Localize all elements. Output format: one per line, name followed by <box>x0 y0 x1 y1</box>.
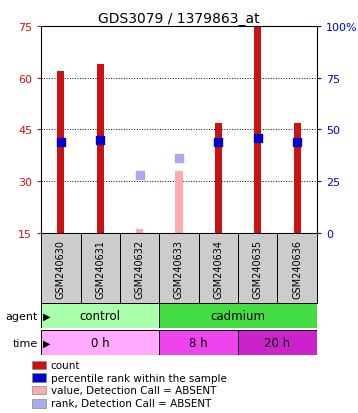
Text: GSM240635: GSM240635 <box>253 239 263 298</box>
Bar <box>159 330 238 355</box>
Text: GSM240632: GSM240632 <box>135 239 145 298</box>
Point <box>58 139 64 146</box>
Point <box>255 135 261 142</box>
Bar <box>97 65 104 233</box>
Point <box>97 137 103 144</box>
Bar <box>175 171 183 233</box>
Text: GSM240631: GSM240631 <box>95 239 105 298</box>
Text: control: control <box>80 309 121 323</box>
Bar <box>120 233 159 304</box>
Bar <box>41 330 159 355</box>
Text: 8 h: 8 h <box>189 336 208 349</box>
Text: count: count <box>50 360 80 370</box>
Bar <box>159 233 199 304</box>
Bar <box>57 71 64 233</box>
Text: 20 h: 20 h <box>265 336 290 349</box>
Text: 0 h: 0 h <box>91 336 110 349</box>
Bar <box>32 399 46 408</box>
Bar <box>294 123 301 233</box>
Text: percentile rank within the sample: percentile rank within the sample <box>50 373 227 382</box>
Text: ▶: ▶ <box>43 311 50 321</box>
Point <box>216 139 221 146</box>
Text: time: time <box>12 338 38 348</box>
Title: GDS3079 / 1379863_at: GDS3079 / 1379863_at <box>98 12 260 26</box>
Bar <box>32 373 46 382</box>
Text: agent: agent <box>5 311 38 321</box>
Text: GSM240633: GSM240633 <box>174 239 184 298</box>
Bar <box>277 233 317 304</box>
Text: value, Detection Call = ABSENT: value, Detection Call = ABSENT <box>50 385 216 395</box>
Bar <box>136 230 143 233</box>
Text: GSM240630: GSM240630 <box>56 239 66 298</box>
Bar <box>215 123 222 233</box>
Text: ▶: ▶ <box>43 338 50 348</box>
Bar <box>32 386 46 394</box>
Bar <box>159 304 317 328</box>
Text: GSM240634: GSM240634 <box>213 239 223 298</box>
Point <box>176 156 182 162</box>
Text: cadmium: cadmium <box>211 309 266 323</box>
Bar <box>238 330 317 355</box>
Point <box>137 172 142 179</box>
Bar <box>238 233 277 304</box>
Bar <box>41 304 159 328</box>
Bar <box>254 27 261 233</box>
Bar <box>199 233 238 304</box>
Text: rank, Detection Call = ABSENT: rank, Detection Call = ABSENT <box>50 399 211 408</box>
Bar <box>41 233 81 304</box>
Text: GSM240636: GSM240636 <box>292 239 302 298</box>
Bar <box>32 361 46 370</box>
Bar <box>81 233 120 304</box>
Point <box>294 139 300 146</box>
